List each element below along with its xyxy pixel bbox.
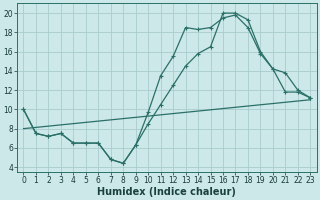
X-axis label: Humidex (Indice chaleur): Humidex (Indice chaleur) — [98, 187, 236, 197]
